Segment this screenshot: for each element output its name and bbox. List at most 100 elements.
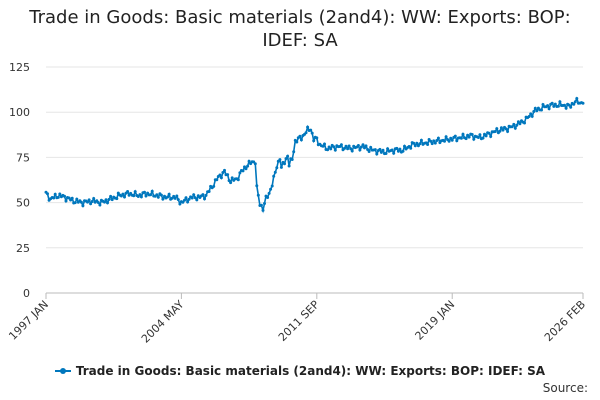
data-point — [81, 204, 85, 208]
data-point — [186, 200, 190, 204]
data-point — [493, 130, 497, 133]
data-point — [58, 192, 62, 196]
data-point — [226, 173, 230, 177]
data-point — [415, 141, 419, 145]
data-point — [299, 138, 303, 142]
data-point — [70, 196, 74, 200]
data-point — [241, 169, 245, 173]
data-point — [581, 101, 585, 105]
data-point — [343, 146, 346, 150]
chart-title-line-1: Trade in Goods: Basic materials (2and4):… — [29, 7, 571, 28]
data-point — [181, 200, 185, 204]
data-point — [98, 203, 102, 207]
data-point — [495, 127, 499, 131]
data-point — [290, 158, 294, 161]
chart-title-line-2: IDEF: SA — [262, 30, 338, 51]
data-point — [575, 97, 579, 100]
data-point — [263, 202, 266, 205]
data-point — [306, 125, 310, 129]
data-point — [515, 123, 519, 127]
data-point — [310, 131, 314, 135]
data-point — [358, 148, 362, 152]
data-point — [64, 199, 68, 203]
data-point — [498, 129, 502, 133]
data-point — [156, 195, 160, 199]
data-point — [487, 131, 491, 135]
chart-title: Trade in Goods: Basic materials (2and4):… — [0, 6, 600, 52]
data-point — [419, 138, 423, 142]
data-point — [212, 184, 216, 188]
data-point — [461, 132, 465, 136]
data-point — [116, 191, 120, 195]
data-point — [558, 100, 562, 104]
data-point — [332, 145, 336, 149]
data-point — [90, 200, 94, 203]
chart-legend[interactable]: Trade in Goods: Basic materials (2and4):… — [0, 364, 600, 378]
data-point — [386, 147, 390, 151]
data-point — [193, 196, 197, 200]
data-point — [110, 198, 114, 202]
data-point — [532, 110, 536, 113]
data-point — [167, 192, 171, 196]
data-point — [395, 146, 399, 150]
data-point — [187, 197, 191, 201]
data-point — [275, 166, 279, 170]
data-point — [409, 146, 413, 150]
data-point — [375, 152, 379, 156]
data-point — [87, 198, 91, 202]
data-point — [270, 184, 274, 188]
data-point — [523, 121, 526, 125]
data-point — [550, 101, 554, 105]
data-point — [115, 197, 119, 201]
data-point — [546, 104, 550, 108]
data-point — [527, 115, 531, 118]
data-point — [215, 178, 219, 182]
data-point — [433, 141, 437, 145]
data-point — [350, 149, 354, 153]
data-point — [204, 193, 208, 197]
x-tick-label: 1997 JAN — [6, 298, 51, 343]
data-point — [349, 147, 353, 151]
data-point — [396, 149, 400, 153]
data-point — [247, 159, 251, 163]
data-point — [309, 128, 313, 132]
data-point — [346, 147, 350, 151]
data-point — [86, 200, 89, 204]
data-point — [133, 190, 137, 194]
data-point — [121, 192, 125, 196]
data-point — [447, 139, 451, 143]
data-point — [143, 190, 146, 194]
data-point — [467, 135, 471, 139]
data-point — [326, 148, 330, 152]
data-point — [381, 148, 385, 152]
data-point — [504, 127, 508, 131]
data-point — [518, 122, 522, 126]
data-point — [173, 196, 177, 200]
data-point — [450, 138, 454, 142]
data-point — [459, 136, 463, 140]
data-point — [347, 144, 351, 148]
data-point — [238, 171, 242, 175]
data-point — [435, 139, 439, 142]
data-point — [176, 198, 180, 202]
data-point — [286, 154, 290, 158]
data-point — [484, 134, 488, 138]
data-point — [499, 126, 503, 130]
data-point — [246, 164, 250, 168]
data-point — [230, 176, 234, 180]
data-point — [472, 137, 476, 141]
data-point — [287, 164, 291, 168]
data-point — [278, 158, 282, 162]
data-point — [426, 143, 430, 146]
data-point — [361, 143, 365, 147]
data-point — [533, 106, 537, 110]
data-point — [269, 187, 273, 191]
data-point — [356, 144, 360, 147]
y-tick-label: 0 — [23, 287, 30, 300]
data-point — [412, 141, 416, 145]
data-point — [267, 191, 271, 195]
data-point — [541, 103, 545, 106]
data-point — [139, 195, 143, 199]
data-point — [155, 193, 159, 197]
y-tick-label: 75 — [16, 151, 30, 164]
